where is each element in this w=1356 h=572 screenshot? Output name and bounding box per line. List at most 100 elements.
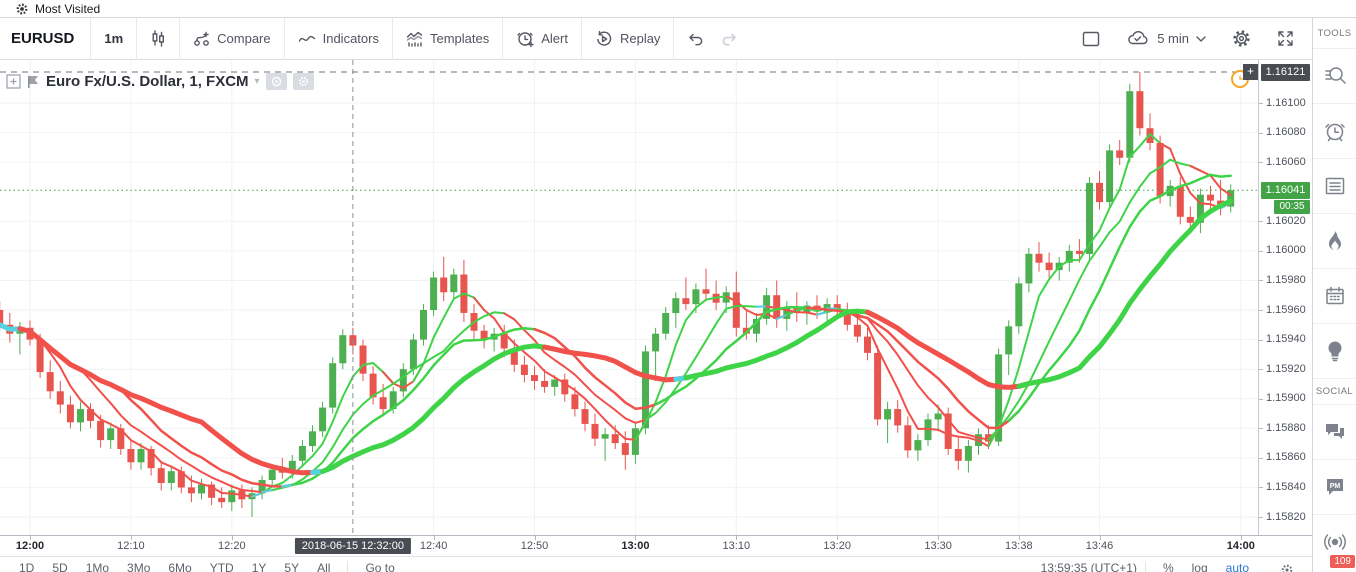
replay-icon <box>597 30 612 46</box>
indicators-icon <box>298 35 315 42</box>
range-buttons: 1D 5D 1Mo 3Mo 6Mo YTD 1Y 5Y All <box>10 561 339 572</box>
time-tick-label: 12:10 <box>117 540 145 552</box>
details-list-icon <box>1325 177 1344 195</box>
price-tick <box>1259 132 1263 134</box>
screener-icon <box>1324 67 1346 84</box>
range-button-YTD[interactable]: YTD <box>209 561 234 572</box>
calendar-button[interactable] <box>1313 268 1356 323</box>
auto-scale-button[interactable]: auto <box>1225 561 1249 572</box>
chart-plot[interactable]: Euro Fx/U.S. Dollar, 1, FXCM ▾ + <box>0 60 1258 535</box>
price-tick-label: 1.15940 <box>1266 333 1306 346</box>
gear-icon <box>1233 30 1250 47</box>
price-tick-label: 1.16060 <box>1266 155 1306 168</box>
clock-label[interactable]: 13:59:35 (UTC+1) <box>1040 561 1137 572</box>
add-symbol-icon[interactable] <box>6 74 21 89</box>
chart-toolbar: EURUSD 1m Compare Indicators <box>0 17 1312 60</box>
time-tick <box>736 536 738 540</box>
range-button-5D[interactable]: 5D <box>52 561 68 572</box>
data-window-button[interactable] <box>1313 158 1356 213</box>
candlestick-icon <box>152 30 165 47</box>
series-settings-button[interactable] <box>292 73 314 90</box>
chart-title[interactable]: Euro Fx/U.S. Dollar, 1, FXCM <box>46 73 249 90</box>
price-tick <box>1259 339 1263 341</box>
redo-button[interactable] <box>718 18 751 60</box>
fullscreen-icon <box>1278 31 1293 46</box>
add-alert-plus-tile[interactable]: + <box>1243 64 1258 80</box>
stock-screener-button[interactable] <box>1313 48 1356 103</box>
hotlists-button[interactable] <box>1313 213 1356 268</box>
divider <box>347 561 349 572</box>
templates-icon <box>406 31 423 47</box>
price-tick-label: 1.15920 <box>1266 362 1306 375</box>
tools-header: TOOLS <box>1317 27 1352 39</box>
indicators-button[interactable]: Indicators <box>285 18 392 60</box>
compare-icon <box>194 31 210 46</box>
range-button-5Y[interactable]: 5Y <box>284 561 300 572</box>
divider <box>673 17 675 60</box>
range-button-All[interactable]: All <box>317 561 331 572</box>
social-header: SOCIAL <box>1313 378 1356 404</box>
price-tick <box>1259 487 1263 489</box>
layout-name-label: 5 min <box>1157 31 1189 46</box>
chart-style-button[interactable] <box>137 18 179 60</box>
fullscreen-button[interactable] <box>1264 18 1312 60</box>
public-chats-button[interactable] <box>1313 404 1356 459</box>
private-messages-button[interactable]: PM <box>1313 459 1356 514</box>
candlestick-chart[interactable] <box>0 60 1258 535</box>
range-button-3Mo[interactable]: 3Mo <box>127 561 151 572</box>
price-tick <box>1259 280 1263 282</box>
price-tick <box>1259 162 1263 164</box>
templates-label: Templates <box>429 31 490 46</box>
goto-button[interactable]: Go to <box>365 561 395 572</box>
range-button-1Y[interactable]: 1Y <box>251 561 267 572</box>
flag-icon[interactable] <box>27 75 40 88</box>
save-layout-button[interactable]: 5 min <box>1113 18 1219 60</box>
time-tick <box>1240 536 1242 540</box>
templates-button[interactable]: Templates <box>393 18 502 60</box>
symbol-button[interactable]: EURUSD <box>11 30 75 47</box>
streams-button[interactable]: 109 <box>1313 514 1356 569</box>
compare-button[interactable]: Compare <box>180 18 283 60</box>
range-button-1Mo[interactable]: 1Mo <box>85 561 110 572</box>
eye-icon <box>271 76 281 87</box>
replay-button[interactable]: Replay <box>582 18 673 60</box>
alerts-panel-button[interactable] <box>1313 103 1356 158</box>
range-button-1D[interactable]: 1D <box>19 561 35 572</box>
last-price-badge: 1.16041 <box>1261 182 1310 200</box>
price-tick-label: 1.16100 <box>1266 96 1306 109</box>
streams-count-badge: 109 <box>1330 555 1355 568</box>
divider <box>502 17 504 60</box>
gear-icon[interactable] <box>16 3 28 15</box>
ideas-button[interactable] <box>1313 323 1356 378</box>
time-tick <box>433 536 435 540</box>
price-tick <box>1259 398 1263 400</box>
undo-button[interactable] <box>674 18 718 60</box>
most-visited-bookmark[interactable]: Most Visited <box>35 1 101 16</box>
price-tick <box>1259 250 1263 252</box>
price-axis[interactable]: 1.16121 1.16041 00:35 1.16100 1.16080 1.16… <box>1258 60 1312 535</box>
broadcast-icon <box>1323 534 1346 550</box>
svg-text:PM: PM <box>1329 483 1340 490</box>
scale-settings-gear-icon[interactable] <box>1272 561 1302 572</box>
interval-button[interactable]: 1m <box>104 31 124 46</box>
compare-label: Compare <box>217 31 271 46</box>
layout-select-button[interactable] <box>1069 18 1113 60</box>
time-tick-label: 12:50 <box>520 540 549 552</box>
percent-scale-button[interactable]: % <box>1162 561 1174 572</box>
price-tick-label: 1.15840 <box>1266 480 1306 493</box>
cloud-saved-icon <box>1128 31 1148 45</box>
alert-button[interactable]: Alert <box>503 18 581 60</box>
price-tick-label: 1.15820 <box>1266 510 1306 523</box>
time-axis[interactable]: 2018-06-15 12:32:00 12:00 12:10 12:20 12:40… <box>0 535 1312 556</box>
price-tick <box>1259 310 1263 312</box>
log-scale-button[interactable]: log <box>1191 561 1208 572</box>
calendar-icon <box>1325 286 1344 305</box>
chevron-down-icon <box>1196 35 1206 42</box>
chevron-down-icon[interactable]: ▾ <box>254 76 260 87</box>
alert-clock-icon <box>517 31 534 47</box>
toggle-visibility-button[interactable] <box>265 73 287 90</box>
divider <box>580 17 582 60</box>
range-button-6Mo[interactable]: 6Mo <box>168 561 192 572</box>
alert-price-badge[interactable]: 1.16121 <box>1261 64 1310 81</box>
chart-properties-button[interactable] <box>1219 18 1264 60</box>
